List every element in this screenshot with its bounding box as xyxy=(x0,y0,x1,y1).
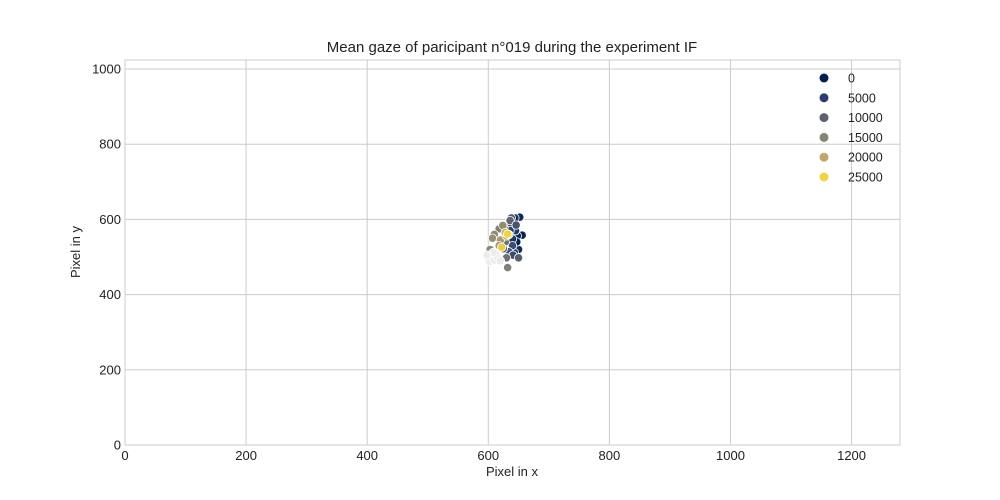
gaze-point xyxy=(503,229,513,239)
scatter-points xyxy=(482,212,527,273)
chart-title: Mean gaze of paricipant n°019 during the… xyxy=(327,39,697,56)
legend-marker xyxy=(819,73,829,83)
legend-marker xyxy=(819,132,829,142)
y-tick-label: 1000 xyxy=(92,62,121,77)
legend-label: 20000 xyxy=(848,151,883,165)
gaze-point xyxy=(503,262,513,273)
y-tick-label: 0 xyxy=(114,438,121,453)
gaze-point xyxy=(505,215,515,226)
legend-marker xyxy=(819,93,829,103)
y-axis-label: Pixel in y xyxy=(68,225,83,278)
gaze-point xyxy=(497,242,507,252)
legend-label: 0 xyxy=(848,72,855,86)
legend-marker xyxy=(819,152,829,162)
legend-marker xyxy=(819,113,829,123)
y-tick-label: 800 xyxy=(99,137,121,152)
y-tick-label: 400 xyxy=(99,287,121,302)
plot-frame xyxy=(124,59,901,446)
y-tick-label: 200 xyxy=(99,362,121,377)
gaze-point xyxy=(511,220,521,230)
x-axis-label: Pixel in x xyxy=(486,464,539,479)
gaze-point xyxy=(487,233,498,243)
x-tick-label: 600 xyxy=(477,448,499,463)
legend-label: 25000 xyxy=(848,171,883,185)
y-tick-label: 600 xyxy=(99,212,121,227)
gaze-point xyxy=(513,253,524,263)
x-tick-label: 1000 xyxy=(716,448,745,463)
x-tick-label: 400 xyxy=(356,448,378,463)
x-tick-label: 0 xyxy=(121,448,128,463)
legend-marker xyxy=(819,172,829,182)
x-tick-labels: 0 200 400 600 800 1000 1200 xyxy=(121,448,866,463)
gaze-point xyxy=(482,250,492,260)
gaze-point xyxy=(495,256,505,266)
legend-label: 10000 xyxy=(848,111,883,125)
legend: 0 5000 10000 15000 20000 25000 xyxy=(819,72,883,185)
x-tick-label: 1200 xyxy=(837,448,866,463)
x-tick-label: 800 xyxy=(599,448,621,463)
y-tick-labels: 0 200 400 600 800 1000 xyxy=(92,62,121,453)
legend-label: 5000 xyxy=(848,91,876,105)
x-tick-label: 200 xyxy=(235,448,257,463)
legend-label: 15000 xyxy=(848,131,883,145)
